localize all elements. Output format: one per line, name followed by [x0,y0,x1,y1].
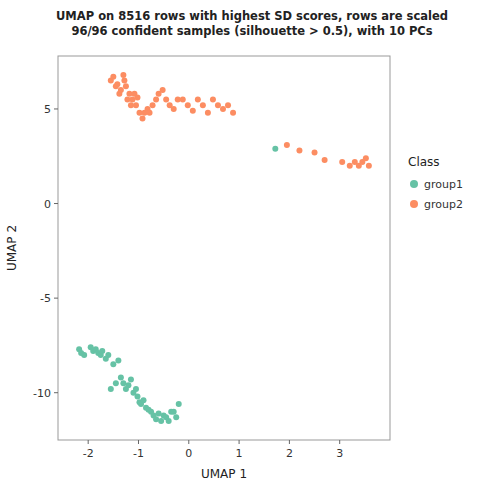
title-line: 96/96 confident samples (silhouette > 0.… [71,24,432,38]
point [296,148,302,154]
point [230,110,236,116]
point [105,352,111,358]
title-line: UMAP on 8516 rows with highest SD scores… [56,9,448,23]
point [210,97,216,103]
x-tick-label: 0 [185,447,192,460]
y-tick-label: -10 [33,387,51,400]
x-tick-label: -2 [83,447,94,460]
x-tick [239,440,240,444]
point [163,97,169,103]
point [180,97,186,103]
y-tick-label: -5 [40,292,51,305]
legend-swatch [410,180,418,188]
point [118,87,124,93]
point [185,102,191,108]
point [220,106,226,112]
point [312,149,318,155]
x-tick-label: 3 [336,447,343,460]
title: UMAP on 8516 rows with highest SD scores… [56,9,448,38]
point [272,146,278,152]
point [200,102,206,108]
point [171,106,177,112]
point [114,81,120,87]
point [322,157,328,163]
point [190,108,196,114]
y-tick-label: 0 [44,198,51,211]
legend-title: Class [408,155,440,169]
point [120,72,126,78]
x-tick-label: -1 [133,447,144,460]
point [225,102,231,108]
point [133,386,139,392]
point [171,409,177,415]
point [123,83,129,89]
series [108,72,372,169]
x-tick [88,440,89,444]
point [173,414,179,420]
x-tick [289,440,290,444]
point [366,163,372,169]
legend: Class group1 group2 [408,155,463,211]
point [118,375,124,381]
point [141,397,147,403]
y-tick [54,392,58,393]
point [121,78,127,84]
x-axis-label: UMAP 1 [201,467,247,481]
x-tick-label: 2 [286,447,293,460]
point [134,95,140,101]
point [166,418,172,424]
x-tick-label: 1 [236,447,243,460]
point [133,102,139,108]
point [158,418,164,424]
point [147,110,153,116]
point [150,102,156,108]
point [110,361,116,367]
y-axis-label: UMAP 2 [5,225,19,271]
plot-frame [58,56,390,440]
point [215,102,221,108]
legend-label: group2 [424,198,463,211]
series [76,146,278,424]
y-tick [54,298,58,299]
y-tick [54,203,58,204]
x-tick [339,440,340,444]
point [125,382,131,388]
point [205,110,211,116]
point [339,159,345,165]
y-tick [54,108,58,109]
point [176,401,182,407]
point [140,115,146,121]
point [363,155,369,161]
legend-swatch [410,200,418,208]
point [115,358,121,364]
point [284,142,290,148]
point [99,348,105,354]
legend-label: group1 [424,178,463,191]
point [108,386,114,392]
chart: UMAP on 8516 rows with highest SD scores… [0,0,504,504]
point [81,352,87,358]
points [76,72,372,424]
x-tick [138,440,139,444]
point [110,74,116,80]
point [347,163,353,169]
x-tick [188,440,189,444]
point [153,97,159,103]
point [134,393,140,399]
y-tick-label: 5 [44,103,51,116]
point [113,380,119,386]
point [128,376,134,382]
point [160,87,166,93]
point [195,97,201,103]
